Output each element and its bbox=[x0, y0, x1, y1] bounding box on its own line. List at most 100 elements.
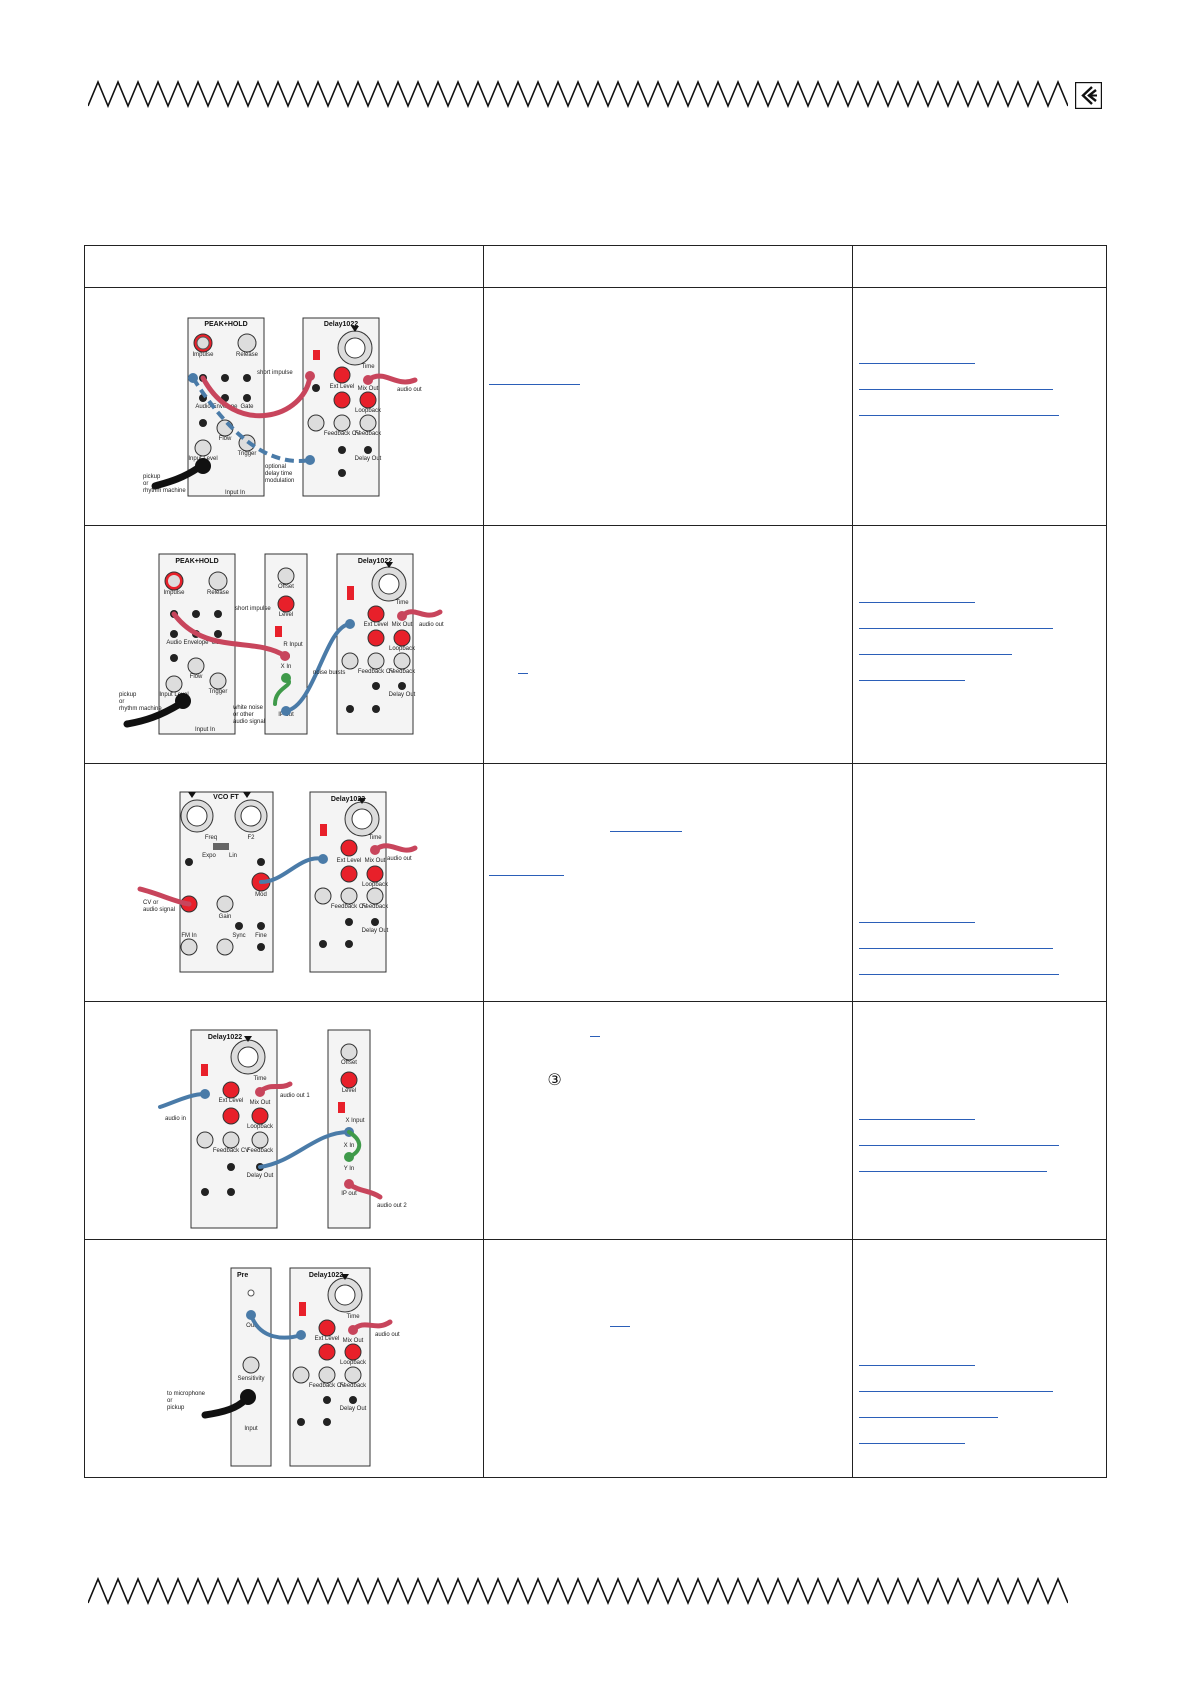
links-cell bbox=[853, 526, 1106, 763]
svg-text:audio out: audio out bbox=[375, 1332, 400, 1338]
patch-diagram-peak-hold-vca-delay: PEAK+HOLD Impulse Release Envelope Gate … bbox=[85, 526, 484, 763]
svg-text:audio out: audio out bbox=[419, 622, 444, 628]
svg-text:Mix Out: Mix Out bbox=[343, 1338, 364, 1344]
cross-reference-link[interactable] bbox=[610, 831, 683, 832]
svg-text:Time: Time bbox=[346, 1314, 360, 1320]
module-title: Pre bbox=[237, 1272, 248, 1279]
svg-text:short impulse: short impulse bbox=[257, 370, 293, 376]
table-header-cell bbox=[483, 245, 853, 288]
svg-text:X In: X In bbox=[344, 1143, 355, 1149]
cross-reference-link[interactable] bbox=[489, 384, 581, 385]
audio-example-link[interactable] bbox=[858, 1104, 975, 1120]
svg-text:Time: Time bbox=[395, 600, 409, 606]
audio-example-link[interactable] bbox=[858, 1156, 1047, 1172]
svg-text:Input Level: Input Level bbox=[159, 692, 188, 698]
audio-example-link[interactable] bbox=[858, 587, 975, 603]
header-zigzag-decoration bbox=[88, 80, 1068, 108]
svg-text:Delay Out: Delay Out bbox=[355, 456, 382, 462]
table-row: PEAK+HOLD Impulse Release Envelope Gate … bbox=[83, 525, 1108, 764]
audio-example-link[interactable] bbox=[858, 1428, 965, 1444]
svg-text:short impulse: short impulse bbox=[235, 606, 271, 612]
svg-text:X In: X In bbox=[281, 664, 292, 670]
svg-text:Delay Out: Delay Out bbox=[389, 692, 416, 698]
svg-text:Time: Time bbox=[361, 364, 375, 370]
module-title: PEAK+HOLD bbox=[204, 321, 247, 328]
svg-text:white noise: white noise bbox=[232, 705, 264, 711]
svg-text:Input: Input bbox=[244, 1426, 258, 1432]
svg-text:Feedback: Feedback bbox=[340, 1383, 367, 1389]
svg-text:Audio: Audio bbox=[166, 640, 182, 646]
links-cell bbox=[853, 764, 1106, 1001]
svg-text:Sync: Sync bbox=[232, 933, 245, 939]
audio-example-link[interactable] bbox=[858, 613, 1053, 629]
svg-text:Feedback: Feedback bbox=[362, 904, 389, 910]
patch-diagram-peak-hold-delay: PEAK+HOLD Impulse Release Envelope Gate … bbox=[85, 288, 484, 525]
audio-example-link[interactable] bbox=[858, 374, 1053, 390]
table-row: VCO FT Freq F2 Expo Lin Mod Gain bbox=[83, 763, 1108, 1002]
svg-text:Time: Time bbox=[253, 1076, 267, 1082]
svg-text:Audio: Audio bbox=[195, 404, 211, 410]
svg-text:Release: Release bbox=[236, 352, 259, 358]
svg-text:Ext Level: Ext Level bbox=[219, 1098, 244, 1104]
module-title: Delay1022 bbox=[309, 1272, 343, 1279]
links-cell bbox=[853, 1240, 1106, 1477]
svg-text:Expo: Expo bbox=[202, 853, 216, 859]
svg-text:Impulse: Impulse bbox=[163, 590, 185, 596]
audio-example-link[interactable] bbox=[858, 1350, 975, 1366]
svg-text:Freq: Freq bbox=[205, 835, 217, 841]
svg-text:Mix Out: Mix Out bbox=[250, 1100, 271, 1106]
svg-text:audio signal: audio signal bbox=[233, 719, 265, 725]
svg-text:Flow: Flow bbox=[219, 436, 232, 442]
svg-text:noise bursts: noise bursts bbox=[313, 670, 345, 676]
audio-example-link[interactable] bbox=[858, 1402, 998, 1418]
svg-text:Ext Level: Ext Level bbox=[330, 384, 355, 390]
patch-examples-table: PEAK+HOLD Impulse Release Envelope Gate … bbox=[83, 245, 1108, 1478]
module-title: Delay1022 bbox=[331, 796, 365, 803]
svg-text:Trigger: Trigger bbox=[209, 689, 228, 695]
audio-example-link[interactable] bbox=[858, 348, 975, 364]
description-cell: ③ bbox=[484, 1002, 851, 1239]
table-header-row bbox=[83, 245, 1108, 288]
svg-text:or: or bbox=[143, 481, 148, 487]
svg-text:Envelope: Envelope bbox=[183, 640, 209, 646]
svg-text:optional: optional bbox=[265, 464, 286, 470]
svg-text:pickup: pickup bbox=[119, 692, 137, 698]
svg-text:audio out: audio out bbox=[397, 387, 422, 393]
audio-example-link[interactable] bbox=[858, 907, 975, 923]
svg-text:Out: Out bbox=[246, 1323, 256, 1329]
svg-text:IP out: IP out bbox=[341, 1191, 357, 1197]
svg-text:Lin: Lin bbox=[229, 853, 237, 859]
patch-diagram-delay-vca: Delay1022 Time Ext Level Mix Out Fe bbox=[85, 1002, 484, 1239]
svg-text:Ext Level: Ext Level bbox=[337, 858, 362, 864]
svg-text:Gate: Gate bbox=[240, 404, 254, 410]
audio-example-link[interactable] bbox=[858, 665, 965, 681]
svg-text:Feedback CV: Feedback CV bbox=[309, 1383, 345, 1389]
svg-text:rhythm machine: rhythm machine bbox=[119, 706, 162, 712]
svg-text:audio out 2: audio out 2 bbox=[377, 1203, 407, 1209]
audio-example-link[interactable] bbox=[858, 959, 1059, 975]
svg-text:pickup: pickup bbox=[143, 474, 161, 480]
audio-example-link[interactable] bbox=[858, 639, 1012, 655]
cross-reference-link[interactable] bbox=[590, 1036, 601, 1037]
svg-text:Mix Out: Mix Out bbox=[392, 622, 413, 628]
audio-example-link[interactable] bbox=[858, 400, 1059, 416]
svg-text:Feedback: Feedback bbox=[389, 669, 416, 675]
svg-text:Mod: Mod bbox=[255, 892, 267, 898]
svg-text:pickup: pickup bbox=[167, 1405, 185, 1411]
cross-reference-link[interactable] bbox=[518, 673, 529, 674]
audio-example-link[interactable] bbox=[858, 1130, 1059, 1146]
svg-text:Feedback: Feedback bbox=[355, 431, 382, 437]
audio-example-link[interactable] bbox=[858, 933, 1053, 949]
svg-text:Delay Out: Delay Out bbox=[340, 1406, 367, 1412]
module-title: VCO FT bbox=[213, 794, 239, 801]
svg-text:Feedback CV: Feedback CV bbox=[324, 431, 360, 437]
svg-text:Feedback CV: Feedback CV bbox=[331, 904, 367, 910]
patch-diagram-preamp-delay: Pre Out Sensitivity Input Delay1022 bbox=[85, 1240, 484, 1477]
svg-text:audio out: audio out bbox=[387, 856, 412, 862]
cross-reference-link[interactable] bbox=[489, 875, 565, 876]
audio-example-link[interactable] bbox=[858, 1376, 1053, 1392]
svg-text:Mix Out: Mix Out bbox=[365, 858, 386, 864]
svg-text:Ext Level: Ext Level bbox=[315, 1336, 340, 1342]
table-header-cell bbox=[851, 245, 1108, 288]
cross-reference-link[interactable] bbox=[610, 1326, 631, 1327]
